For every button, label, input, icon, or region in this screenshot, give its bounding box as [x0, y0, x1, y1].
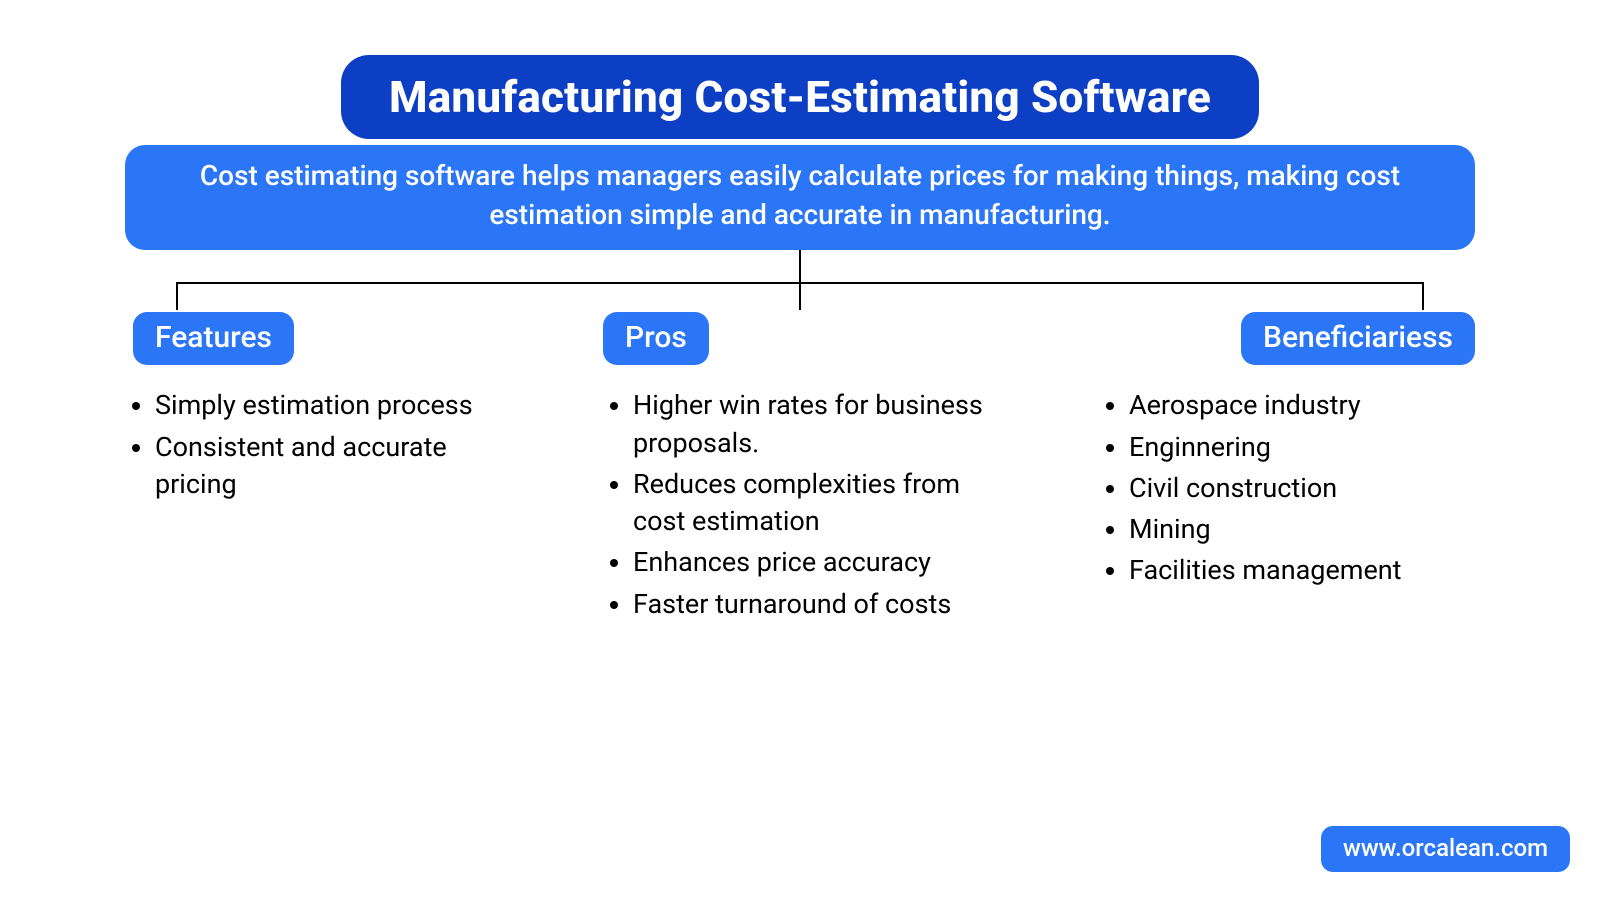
list-item: Faster turnaround of costs [633, 586, 1013, 623]
list-item: Higher win rates for business proposals. [633, 387, 1013, 462]
column-beneficiaries: Beneficiariess Aerospace industry Enginn… [1075, 312, 1475, 593]
list-item: Mining [1129, 511, 1402, 548]
list-item: Civil construction [1129, 470, 1402, 507]
list-beneficiaries: Aerospace industry Enginnering Civil con… [1099, 387, 1402, 593]
list-item: Enhances price accuracy [633, 544, 1013, 581]
column-pros: Pros Higher win rates for business propo… [603, 312, 1043, 627]
list-pros: Higher win rates for business proposals.… [603, 387, 1043, 627]
footer-link[interactable]: www.orcalean.com [1321, 826, 1570, 872]
list-item: Facilities management [1129, 552, 1402, 589]
list-item: Simply estimation process [155, 387, 505, 424]
subtitle: Cost estimating software helps managers … [125, 145, 1475, 250]
tree-connector [125, 250, 1475, 320]
main-title: Manufacturing Cost-Estimating Software [341, 55, 1259, 139]
list-item: Reduces complexities from cost estimatio… [633, 466, 1013, 541]
list-item: Enginnering [1129, 429, 1402, 466]
list-item: Aerospace industry [1129, 387, 1402, 424]
list-features: Simply estimation process Consistent and… [125, 387, 505, 507]
list-item: Consistent and accurate pricing [155, 429, 505, 504]
column-features: Features Simply estimation process Consi… [125, 312, 505, 507]
